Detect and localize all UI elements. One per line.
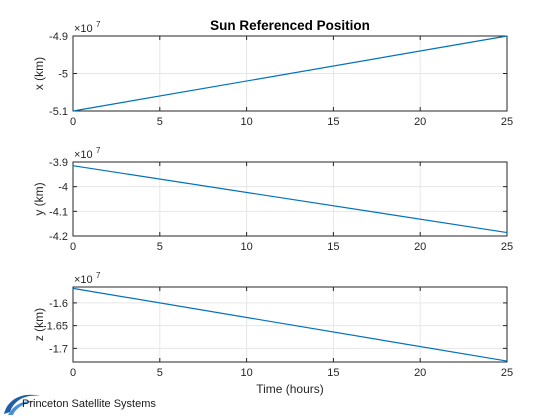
y-tick-label: -4	[58, 182, 68, 194]
exponent-power: 7	[96, 146, 101, 155]
y-tick-label: -5.1	[49, 106, 68, 118]
y-tick-label: -1.6	[49, 298, 68, 310]
x-tick-label: 15	[327, 367, 339, 379]
y-tick-label: -4.2	[49, 231, 68, 243]
y-axis-label: y (km)	[32, 182, 46, 215]
y-axis-label: z (km)	[32, 308, 46, 341]
x-tick-label: 10	[240, 116, 252, 128]
x-tick-label: 15	[327, 116, 339, 128]
x-tick-label: 0	[70, 116, 76, 128]
series-line-3	[72, 287, 508, 362]
exponent-power: 7	[96, 271, 101, 280]
y-tick-label: -4.9	[49, 31, 68, 43]
x-tick-label: 20	[414, 241, 426, 253]
x-tick-label: 10	[240, 367, 252, 379]
chart-title: Sun Referenced Position	[210, 18, 370, 33]
x-tick-label: 5	[157, 241, 163, 253]
subplots: 0 5 10 15 20 25-4.9-5-5.1x (km)×10 70 5 10 15 20 25…	[32, 20, 513, 379]
x-tick-label: 20	[414, 367, 426, 379]
exponent-label: ×10	[74, 149, 93, 161]
x-tick-label: 5	[157, 116, 163, 128]
axes-3-box	[72, 286, 508, 363]
y-tick-label: -1.7	[49, 343, 68, 355]
x-tick-label: 25	[501, 116, 513, 128]
exponent-label: ×10	[74, 23, 93, 35]
x-tick-label: 25	[501, 241, 513, 253]
y-tick-label: -3.9	[49, 157, 68, 169]
x-tick-label: 10	[240, 241, 252, 253]
x-tick-label: 20	[414, 116, 426, 128]
y-tick-label: -4.1	[49, 206, 68, 218]
x-tick-label: 0	[70, 241, 76, 253]
y-tick-label: -5	[58, 69, 68, 81]
axes-2-box	[72, 161, 508, 237]
x-tick-label: 0	[70, 367, 76, 379]
series-line-2	[72, 165, 508, 234]
series-line-1	[72, 35, 508, 112]
x-tick-label: 25	[501, 367, 513, 379]
y-tick-label: -1.65	[43, 321, 68, 333]
x-tick-label: 15	[327, 241, 339, 253]
logo-text: Princeton Satellite Systems	[22, 398, 156, 410]
x-axis-label: Time (hours)	[256, 382, 324, 396]
pss-swoosh-logo-icon	[4, 394, 40, 415]
exponent-power: 7	[96, 20, 101, 29]
x-tick-label: 5	[157, 367, 163, 379]
axes-1-box	[72, 35, 508, 112]
y-axis-label: x (km)	[32, 57, 46, 90]
exponent-label: ×10	[74, 274, 93, 286]
company-logo: Princeton Satellite Systems	[2, 390, 202, 418]
